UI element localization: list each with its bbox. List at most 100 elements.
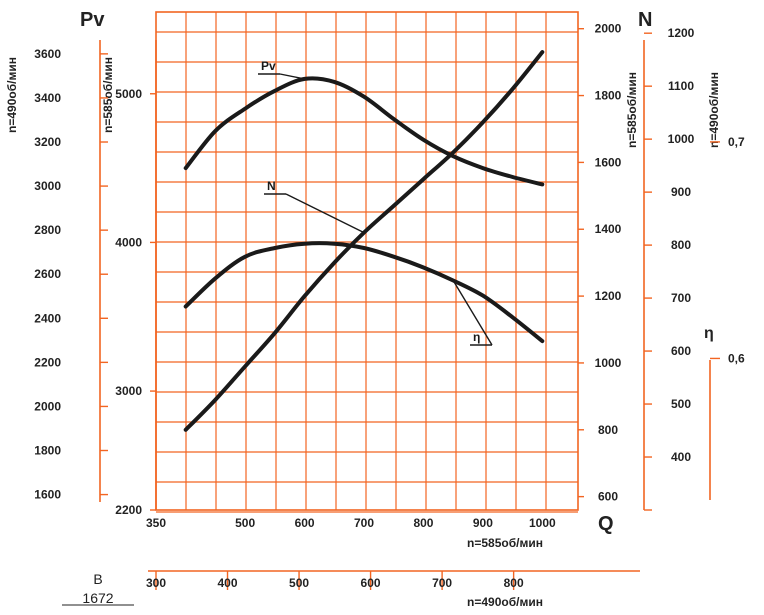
n-490-tick-label: 800 <box>671 238 691 252</box>
x-490-tick-label: 500 <box>289 576 309 590</box>
x-585-tick-label: 700 <box>354 516 374 530</box>
series-eta-point <box>540 339 544 343</box>
pv-585-tick-label: 2200 <box>115 503 142 517</box>
pv-490-tick-label: 2400 <box>34 311 61 325</box>
series-n-point <box>273 331 277 335</box>
n-490-tick-label: 600 <box>671 344 691 358</box>
n-axis-letter: N <box>638 9 652 31</box>
pv-490-axis-title: n=490об/мин <box>5 57 19 133</box>
x-490-tick-label: 600 <box>361 576 381 590</box>
x-585-tick-label: 600 <box>295 516 315 530</box>
pv-490-tick-label: 2800 <box>34 223 61 237</box>
pv-585-axis-title: n=585об/мин <box>101 57 115 133</box>
series-eta-point <box>184 304 188 309</box>
q-axis-letter: Q <box>598 513 614 535</box>
n-490-tick-label: 500 <box>671 397 691 411</box>
series-pv-point <box>332 80 336 84</box>
series-pv-point <box>243 107 247 111</box>
pv-axis-letter: Pv <box>80 9 105 31</box>
n-490-tick-label: 400 <box>671 450 691 464</box>
x-490-tick-label: 700 <box>432 576 452 590</box>
series-n-point <box>332 261 336 265</box>
n-585-tick-label: 600 <box>598 490 618 504</box>
pv-490-tick-label: 3400 <box>34 91 61 105</box>
x-585-tick-label: 1000 <box>529 516 556 530</box>
series-pv-point <box>392 117 396 121</box>
series-n-point <box>421 177 426 181</box>
n-490-axis-title: n=490об/мин <box>707 72 721 148</box>
series-eta-point <box>273 246 277 250</box>
n-490-tick-label: 1100 <box>668 79 694 93</box>
n-490-tick-label: 700 <box>671 291 691 305</box>
series-pv-point <box>540 182 544 186</box>
series-pv-leader <box>279 73 305 80</box>
pv-490-tick-label: 3000 <box>34 179 61 193</box>
series-eta-label: η <box>473 330 480 344</box>
series-eta-curve <box>183 241 545 344</box>
series-pv-curve <box>183 76 545 187</box>
x-585-tick-label: 800 <box>413 516 433 530</box>
series-n-point <box>540 50 544 54</box>
n-585-tick-label: 1800 <box>595 89 622 103</box>
series-n-curve <box>183 50 545 432</box>
series-eta-point <box>332 242 336 246</box>
series-pv-point <box>184 166 188 170</box>
series-n-point <box>481 120 485 124</box>
pv-585-tick-label: 5000 <box>115 87 142 101</box>
series-n-point <box>243 364 247 368</box>
pv-490-tick-label: 1800 <box>34 444 61 458</box>
series-n-point <box>392 204 396 208</box>
series-pv-point <box>213 129 217 133</box>
series-eta-point <box>481 294 485 298</box>
series-pv-point <box>362 95 366 99</box>
n-585-tick-label: 800 <box>598 423 618 437</box>
series-eta-point <box>392 255 396 259</box>
eta-tick-label: 0,6 <box>728 351 745 365</box>
series-n-point <box>451 150 455 154</box>
pv-490-tick-label: 2000 <box>34 399 61 413</box>
series-n-point <box>213 398 217 402</box>
n-490-tick-label: 1200 <box>668 26 695 40</box>
x-585-tick-label: 900 <box>473 516 493 530</box>
pv-490-tick-label: 2600 <box>34 267 61 281</box>
series-pv-point <box>510 175 515 179</box>
series-n-point <box>303 294 307 298</box>
series-eta-leader <box>452 280 493 346</box>
series-eta-point <box>362 246 366 250</box>
series-pv-label: Pv <box>261 59 276 73</box>
n-585-tick-label: 2000 <box>595 22 622 36</box>
n-490-tick-label: 900 <box>671 185 691 199</box>
x-585-axis-title: n=585об/мин <box>467 536 543 550</box>
pv-490-tick-label: 2200 <box>34 355 61 369</box>
n-490-tick-label: 300 <box>671 503 691 517</box>
x-585-tick-label: 500 <box>235 516 255 530</box>
series-pv-point <box>273 89 277 93</box>
n-490-tick-label: 1000 <box>668 132 695 146</box>
series-eta-point <box>303 242 307 246</box>
n-585-tick-label: 1000 <box>595 356 622 370</box>
series-eta-point <box>421 265 426 270</box>
series-n-point <box>510 87 515 91</box>
series-eta-point <box>510 315 515 319</box>
x-490-tick-label: 400 <box>218 576 238 590</box>
eta-tick-label: 0,7 <box>728 135 745 149</box>
x-490-axis-title: n=490об/мин <box>467 595 543 609</box>
x-490-tick-label: 300 <box>146 576 166 590</box>
dimension-value: 1672 <box>82 590 113 606</box>
pv-490-tick-label: 3600 <box>34 47 61 61</box>
eta-axis-letter: η <box>704 325 714 342</box>
series-pv-point <box>481 166 485 170</box>
series-n-point <box>184 428 188 432</box>
series-eta-point <box>243 255 247 259</box>
pv-585-tick-label: 4000 <box>115 235 142 249</box>
pv-585-tick-label: 3000 <box>115 384 142 398</box>
n-585-tick-label: 1600 <box>595 155 622 169</box>
n-585-tick-label: 1400 <box>595 222 622 236</box>
pv-490-tick-label: 1600 <box>34 488 61 502</box>
n-585-tick-label: 1200 <box>595 289 622 303</box>
dimension-letter: B <box>93 571 102 587</box>
series-n-label: N <box>267 179 276 193</box>
series-eta-point <box>213 276 217 280</box>
